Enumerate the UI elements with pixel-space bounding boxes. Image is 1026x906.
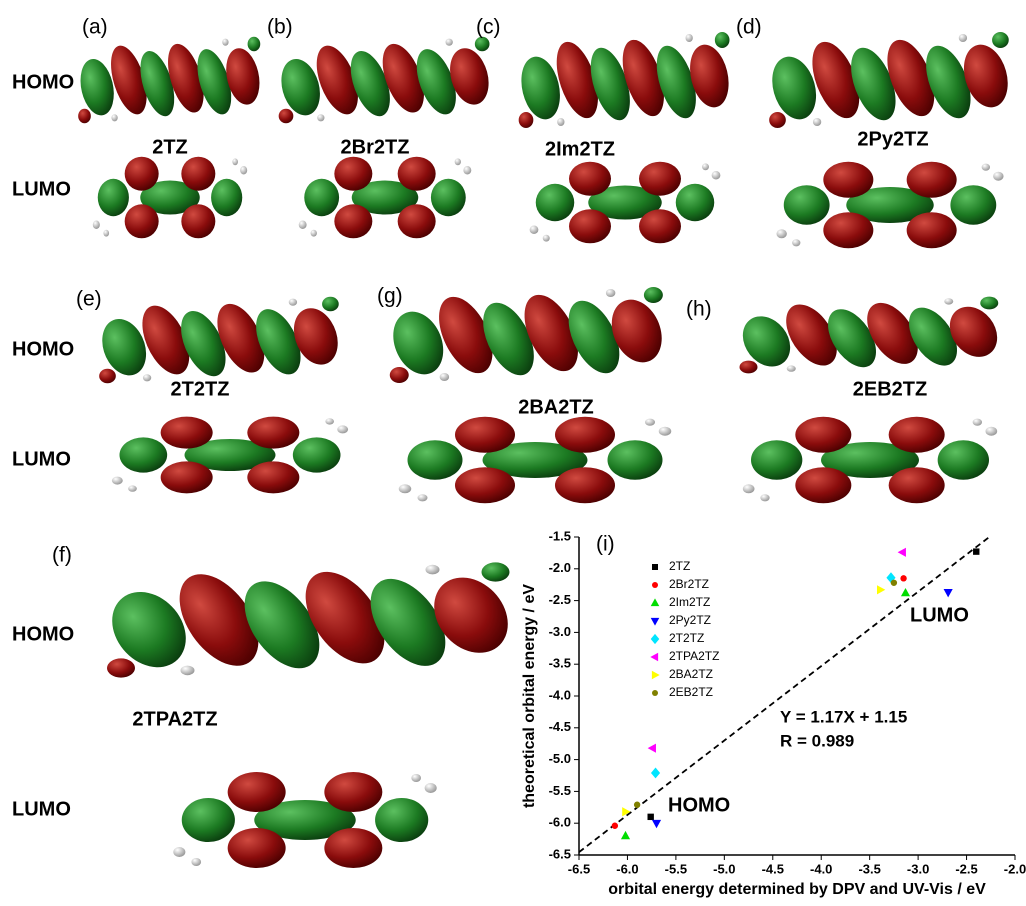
x-tick-label: -4.5 (762, 861, 784, 876)
legend-label: 2T2TZ (669, 631, 704, 645)
panel-label: (h) (686, 298, 712, 321)
legend-marker (651, 618, 660, 626)
legend-label: 2EB2TZ (669, 685, 713, 699)
x-tick-label: -5.5 (665, 861, 687, 876)
homo-label: HOMO (12, 338, 74, 360)
data-point (647, 814, 653, 820)
lumo-label: LUMO (12, 798, 71, 820)
lumo-annotation: LUMO (910, 604, 969, 626)
lumo-label: LUMO (12, 448, 71, 470)
x-tick-label: -6.5 (568, 861, 590, 876)
plot: -6.5 -6.0 -5.5 -5.0 -4.5 -4.0 -3.5 -3.0 -2.5 -2.0… (549, 517, 1026, 876)
molecule-name: 2EB2TZ (853, 378, 927, 400)
legend-marker (650, 653, 658, 662)
legend-marker (652, 582, 658, 588)
legend-label: 2Im2TZ (669, 595, 710, 609)
y-tick-label: -1.5 (549, 528, 571, 543)
x-tick-label: -3.5 (858, 861, 880, 876)
molecule-name: 2Im2TZ (545, 138, 615, 160)
panel-label: (g) (377, 285, 403, 308)
figure: (a) 2TZ (b) 2Br2TZ (c) 2Im2TZ (d) 2Py2TZ… (0, 0, 1026, 901)
data-point (973, 548, 979, 554)
data-point (648, 744, 656, 753)
x-tick-label: -6.0 (616, 861, 638, 876)
panel-label: (c) (476, 16, 501, 39)
data-point (877, 585, 885, 594)
x-tick-label: -2.5 (955, 861, 977, 876)
fit-r: R = 0.989 (780, 731, 854, 750)
homo-label: HOMO (12, 623, 74, 645)
data-point (612, 823, 618, 829)
data-point (634, 802, 640, 808)
y-tick-label: -4.5 (549, 719, 571, 734)
legend-label: 2TPA2TZ (669, 649, 719, 663)
legend-label: 2BA2TZ (669, 667, 713, 681)
x-tick-label: -4.0 (810, 861, 832, 876)
data-point (900, 575, 906, 581)
fit-equation: Y = 1.17X + 1.15 (780, 707, 907, 726)
x-tick-label: -2.0 (1004, 861, 1026, 876)
y-tick-label: -6.5 (549, 846, 571, 861)
y-tick-label: -5.5 (549, 783, 571, 798)
data-point (652, 820, 661, 828)
y-tick-label: -3.0 (549, 624, 571, 639)
data-point (651, 768, 660, 779)
y-tick-label: -5.0 (549, 751, 571, 766)
molecule-name: 2Py2TZ (857, 128, 928, 150)
x-tick-label: -5.0 (713, 861, 735, 876)
y-axis-label: theoretical orbital energy / eV (521, 584, 538, 808)
molecule-name: 2TZ (152, 136, 188, 158)
panel-label: (d) (736, 16, 762, 39)
data-point (901, 588, 910, 596)
panel-label: (e) (76, 288, 102, 311)
data-point (898, 548, 906, 557)
fit-line (579, 517, 1015, 852)
homo-annotation: HOMO (668, 794, 730, 816)
lumo-label: LUMO (12, 178, 71, 200)
panel-label: (b) (267, 16, 293, 39)
x-tick-label: -3.0 (907, 861, 929, 876)
y-tick-label: -3.5 (549, 656, 571, 671)
data-point (891, 580, 897, 586)
molecule-name: 2TPA2TZ (132, 708, 217, 730)
data-point (621, 831, 630, 839)
panel-label: (f) (52, 544, 72, 567)
y-tick-label: -2.0 (549, 560, 571, 575)
x-axis-label: orbital energy determined by DPV and UV-… (608, 881, 986, 898)
molecule-name: 2Br2TZ (341, 136, 410, 158)
legend-label: 2TZ (669, 559, 690, 573)
legend-marker (652, 690, 658, 696)
y-tick-label: -2.5 (549, 592, 571, 607)
data-point (944, 589, 953, 597)
legend-marker (652, 671, 660, 680)
legend-marker (652, 564, 658, 570)
legend-label: 2Br2TZ (669, 577, 709, 591)
homo-label: HOMO (12, 71, 74, 93)
legend-marker (651, 598, 660, 606)
panel-label: (a) (82, 16, 108, 39)
molecule-name: 2T2TZ (171, 378, 230, 400)
y-tick-label: -6.0 (549, 815, 571, 830)
legend-marker (651, 634, 660, 644)
molecule-name: 2BA2TZ (518, 396, 594, 418)
y-tick-label: -4.0 (549, 687, 571, 702)
panel-label: (i) (596, 533, 615, 556)
legend-label: 2Py2TZ (669, 613, 711, 627)
